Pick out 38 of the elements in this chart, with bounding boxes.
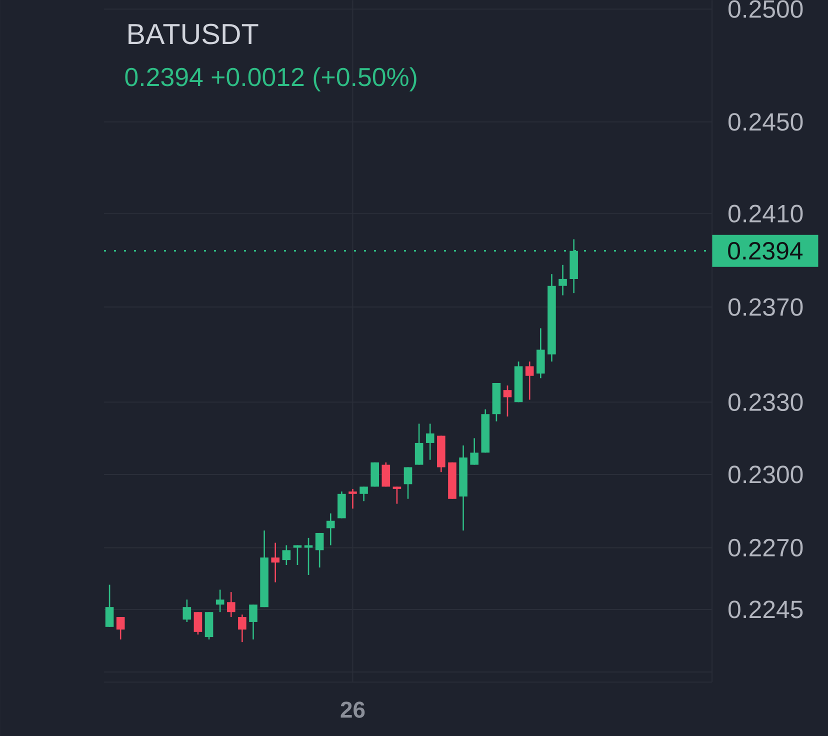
candlestick: [315, 532, 324, 568]
y-tick-label: 0.2330: [728, 393, 803, 411]
y-tick-label: 0.2245: [728, 600, 803, 618]
candlestick: [304, 537, 313, 576]
text: BATUSDT: [128, 24, 258, 44]
candlestick: [503, 384, 512, 418]
candlestick: [360, 486, 368, 502]
candlestick: [271, 542, 280, 583]
candlestick: [326, 512, 335, 546]
candlestick: [414, 423, 424, 466]
candlestick: [404, 466, 412, 500]
candlestick: [194, 611, 202, 636]
y-tick-label: 0.2370: [728, 298, 803, 316]
candlestick: [525, 360, 534, 400]
candlestick: [226, 591, 236, 618]
candlestick: [382, 462, 390, 488]
candlestick: [293, 544, 302, 566]
candlestick: [105, 584, 114, 628]
candlestick: [470, 438, 478, 466]
y-tick-label: 0.2450: [728, 113, 803, 131]
candlestick: [348, 488, 357, 510]
y-tick-label: 0.2500: [728, 0, 803, 18]
candlestick: [392, 486, 402, 504]
y-tick-label: 0.2300: [728, 466, 803, 484]
ref-line-label: 0.2394: [728, 242, 803, 260]
candlestick: [182, 598, 192, 623]
text: 0.2394 +0.0012 (+0.50%): [125, 67, 416, 92]
candlestick: [282, 544, 291, 566]
candlestick: [536, 328, 545, 379]
candlestick: [558, 264, 567, 296]
candlestick: [426, 423, 434, 460]
x-tick-label: 26: [340, 702, 365, 718]
y-tick-label: 0.2410: [728, 204, 803, 222]
candlestick: [249, 604, 258, 640]
y-tick-label: 0.2270: [728, 538, 803, 557]
candlestick: [216, 589, 224, 613]
candlestick: [116, 616, 125, 640]
candlestick: [238, 614, 246, 643]
